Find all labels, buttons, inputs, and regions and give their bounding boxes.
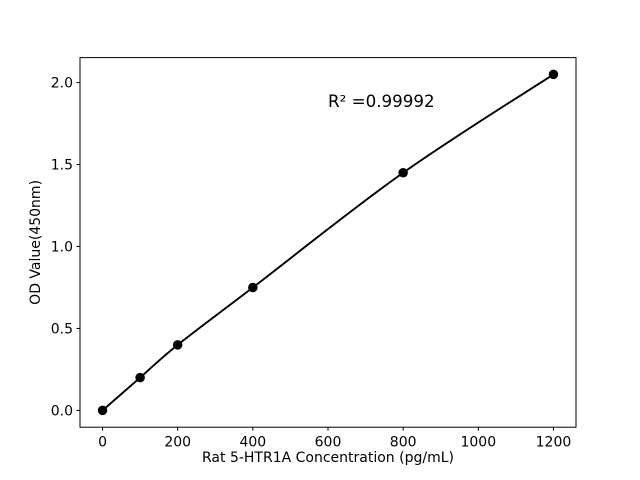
data-point-marker	[135, 372, 145, 383]
y-tick-label: 1.5	[51, 157, 73, 173]
data-point-marker	[97, 405, 108, 416]
y-tick-label: 2.0	[51, 75, 73, 91]
plot-layer: R² =0.99992	[97, 69, 559, 416]
data-point-marker	[548, 69, 559, 80]
plot-frame	[79, 57, 577, 428]
x-tick-label: 200	[164, 435, 191, 451]
x-tick-label: 600	[315, 435, 342, 451]
x-tick-label: 800	[390, 435, 417, 451]
data-point-marker	[248, 282, 258, 293]
ticks-layer: 0 200 400 600 800 1000 1200 0.0 0.5 1.0 1.5 2.0	[51, 75, 572, 450]
y-tick-label: 1.0	[51, 239, 73, 255]
x-tick-label: 0	[98, 435, 107, 451]
x-tick-label: 400	[239, 435, 266, 451]
y-tick-label: 0.0	[51, 403, 73, 419]
r-squared-annotation: R² =0.99992	[328, 91, 435, 111]
data-point-marker	[398, 167, 408, 178]
x-tick-label: 1000	[460, 435, 496, 451]
x-tick-label: 1200	[536, 435, 572, 451]
x-axis-title: Rat 5-HTR1A Concentration (pg/mL)	[202, 450, 454, 466]
data-point-marker	[172, 340, 183, 350]
y-axis-title: OD Value(450nm)	[28, 180, 44, 305]
y-tick-label: 0.5	[51, 321, 73, 337]
